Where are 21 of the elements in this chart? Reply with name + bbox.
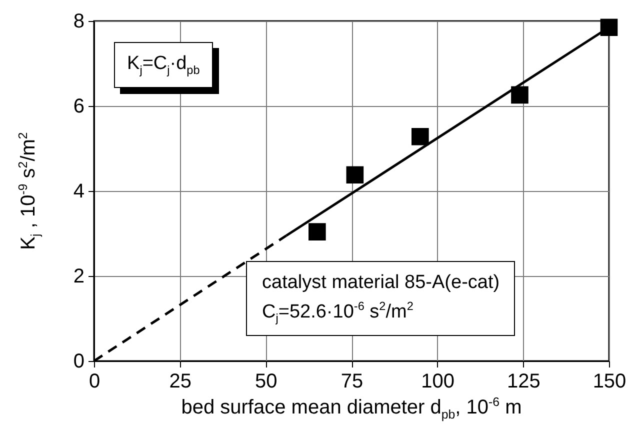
annotation: C$_{j}$=52.6·10$^{-6}$ s$^{2}$/m$^{2}$ [262,300,414,326]
x-tick-label: 25 [169,370,192,392]
point [600,18,618,36]
x-tick-label: 75 [340,370,364,392]
x-tick-label: 50 [255,370,278,392]
point [511,86,528,104]
x-tick-label: 125 [506,370,540,392]
point [346,166,364,184]
y-tick-label: 8 [73,10,84,32]
y-tick-label: 4 [73,180,84,202]
point [412,128,429,146]
y-tick-label: 6 [73,96,84,118]
annotation: K$_{j}$=C$_{j}$·d$_{pb}$ [114,42,213,88]
y-tick-label: 0 [73,350,84,372]
x-axis-title: bed surface mean diameter d$_{pb}$, 10$^{-6}$ m [181,395,522,422]
x-tick-label: 100 [421,370,455,392]
point [308,223,326,240]
x-tick-label: 150 [592,370,626,392]
annotation: catalyst material 85-A(e-cat) [262,272,500,294]
x-tick-label: 0 [88,370,100,392]
y-tick-label: 2 [73,266,84,288]
